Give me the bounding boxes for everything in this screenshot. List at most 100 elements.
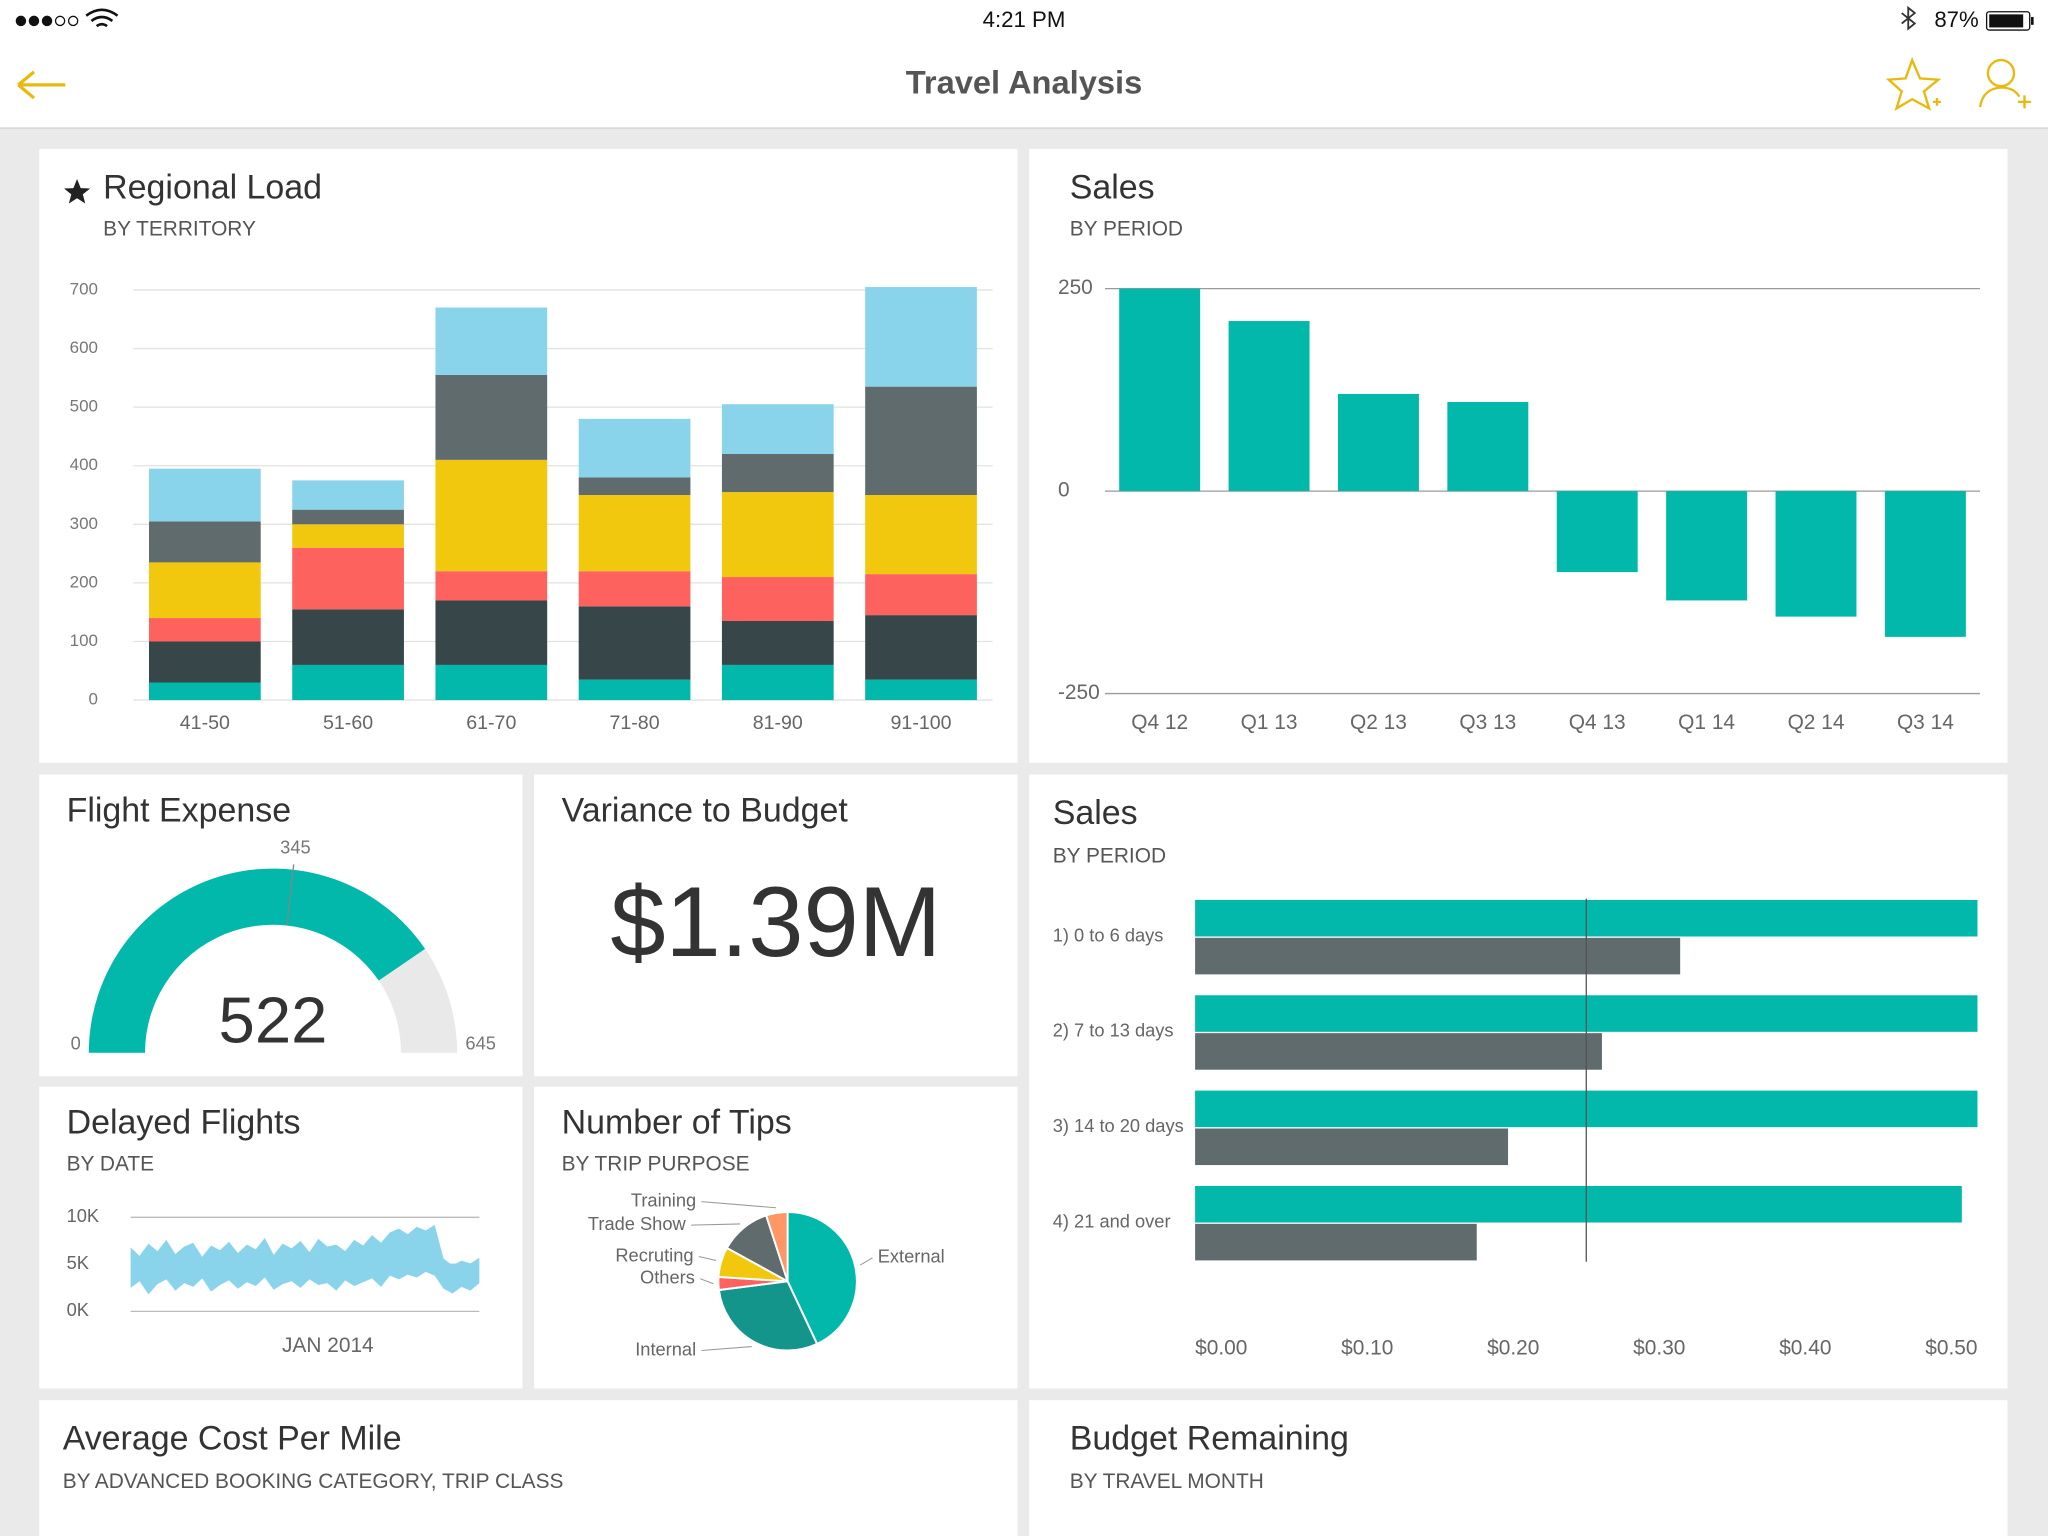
gauge-target-label: 345 bbox=[280, 837, 310, 858]
leader-line bbox=[701, 1346, 752, 1352]
pie-label: External bbox=[878, 1246, 945, 1267]
gauge-value-label: 522 bbox=[219, 984, 328, 1057]
x-tick-label: $0.30 bbox=[1633, 1337, 1685, 1360]
bar-segment bbox=[148, 641, 261, 683]
x-tick-label: Q1 14 bbox=[1678, 711, 1735, 734]
bar bbox=[1447, 402, 1529, 492]
bar-segment bbox=[865, 287, 977, 387]
tile-subtitle: BY TERRITORY bbox=[103, 217, 256, 240]
x-tick-label: 41-50 bbox=[180, 712, 230, 734]
bar bbox=[1228, 321, 1310, 492]
x-tick-label: $0.40 bbox=[1779, 1337, 1831, 1360]
bar-segment bbox=[578, 495, 691, 572]
bar-segment bbox=[865, 386, 977, 496]
x-tick-label: Q4 12 bbox=[1131, 711, 1188, 734]
tile-title: Number of Tips bbox=[562, 1104, 792, 1142]
bar bbox=[1556, 491, 1638, 573]
budget-remaining-tile[interactable] bbox=[1029, 1400, 2008, 1536]
leader-line bbox=[690, 1223, 741, 1226]
bar-segment bbox=[435, 307, 548, 375]
sales-by-days-tile[interactable] bbox=[1029, 774, 2008, 1389]
tile-subtitle: BY TRAVEL MONTH bbox=[1070, 1470, 1264, 1493]
x-tick-label: Q3 14 bbox=[1897, 711, 1954, 734]
x-tick-label: $0.00 bbox=[1195, 1337, 1247, 1360]
battery-icon bbox=[1985, 11, 2034, 31]
bar bbox=[1195, 1223, 1477, 1261]
bar-segment bbox=[435, 459, 548, 572]
gauge-target bbox=[286, 864, 295, 926]
bar-segment bbox=[865, 495, 977, 575]
gauge-max-label: 645 bbox=[465, 1033, 495, 1054]
y-tick-label: 10K bbox=[67, 1205, 100, 1226]
x-tick-label: 61-70 bbox=[466, 712, 516, 734]
bar-segment bbox=[721, 664, 834, 701]
back-button[interactable] bbox=[17, 70, 66, 100]
bar-segment bbox=[292, 664, 404, 701]
tile-title: Sales bbox=[1070, 168, 1155, 206]
share-button[interactable] bbox=[1978, 58, 2032, 109]
variance-tile[interactable] bbox=[534, 774, 1018, 1077]
y-tick-label: 0 bbox=[89, 690, 98, 709]
bar-segment bbox=[578, 477, 691, 496]
bar-segment bbox=[721, 454, 834, 493]
bar-segment bbox=[578, 679, 691, 701]
y-tick-label: 5K bbox=[67, 1252, 89, 1273]
bar-segment bbox=[435, 600, 548, 665]
x-axis-label: JAN 2014 bbox=[282, 1334, 374, 1357]
x-tick-label: 51-60 bbox=[323, 712, 373, 734]
bar-segment bbox=[435, 664, 548, 701]
leader-line bbox=[699, 1278, 714, 1285]
kpi-value: $1.39M bbox=[610, 867, 941, 978]
y-tick-label: 300 bbox=[70, 514, 98, 533]
category-label: 1) 0 to 6 days bbox=[1053, 924, 1164, 945]
x-tick-label: $0.20 bbox=[1487, 1337, 1539, 1360]
leader-line bbox=[698, 1255, 717, 1262]
delayed-flights-tile[interactable] bbox=[39, 1086, 523, 1389]
status-time: 4:21 PM bbox=[983, 7, 1066, 32]
category-label: 4) 21 and over bbox=[1053, 1210, 1171, 1231]
bar-segment bbox=[148, 521, 261, 563]
tile-subtitle: BY ADVANCED BOOKING CATEGORY, TRIP CLASS bbox=[63, 1470, 564, 1493]
page-title: Travel Analysis bbox=[906, 64, 1143, 101]
tile-title: Budget Remaining bbox=[1070, 1420, 1349, 1458]
x-tick-label: Q2 13 bbox=[1350, 711, 1407, 734]
x-tick-label: Q2 14 bbox=[1788, 711, 1845, 734]
bar-segment bbox=[292, 509, 404, 525]
bar bbox=[1666, 491, 1748, 601]
bar bbox=[1195, 1033, 1602, 1070]
pie-slice bbox=[717, 1280, 819, 1352]
bar-segment bbox=[721, 620, 834, 665]
x-tick-label: Q1 13 bbox=[1241, 711, 1298, 734]
signal-indicator bbox=[15, 8, 119, 28]
bar-segment bbox=[865, 574, 977, 616]
bar-segment bbox=[865, 615, 977, 680]
tile-subtitle: BY TRIP PURPOSE bbox=[562, 1153, 750, 1176]
bar-segment bbox=[292, 524, 404, 548]
y-tick-label: 600 bbox=[70, 338, 98, 357]
bar-segment bbox=[721, 492, 834, 578]
bar-segment bbox=[435, 571, 548, 601]
bar bbox=[1195, 1185, 1962, 1223]
y-tick-label: 100 bbox=[70, 631, 98, 650]
bar-segment bbox=[865, 679, 977, 701]
tile-title: Average Cost Per Mile bbox=[63, 1420, 402, 1458]
bluetooth-icon bbox=[1901, 5, 1917, 31]
pinned-star-icon bbox=[64, 178, 91, 204]
bar-segment bbox=[578, 571, 691, 607]
leader-line bbox=[859, 1257, 873, 1266]
bar-segment bbox=[721, 577, 834, 621]
favorite-button[interactable] bbox=[1885, 56, 1942, 111]
average-cost-tile[interactable] bbox=[39, 1400, 1018, 1536]
x-tick-label: 71-80 bbox=[610, 712, 660, 734]
x-tick-label: $0.10 bbox=[1341, 1337, 1393, 1360]
tile-title: Regional Load bbox=[103, 168, 322, 206]
bar-segment bbox=[578, 606, 691, 680]
bar-segment bbox=[292, 547, 404, 610]
range-band bbox=[130, 1224, 480, 1295]
gauge-value bbox=[88, 868, 426, 1053]
bar bbox=[1119, 288, 1201, 492]
y-tick-label: 0 bbox=[1058, 479, 1070, 502]
header-background bbox=[0, 0, 2048, 128]
pie-label: Internal bbox=[635, 1338, 696, 1359]
